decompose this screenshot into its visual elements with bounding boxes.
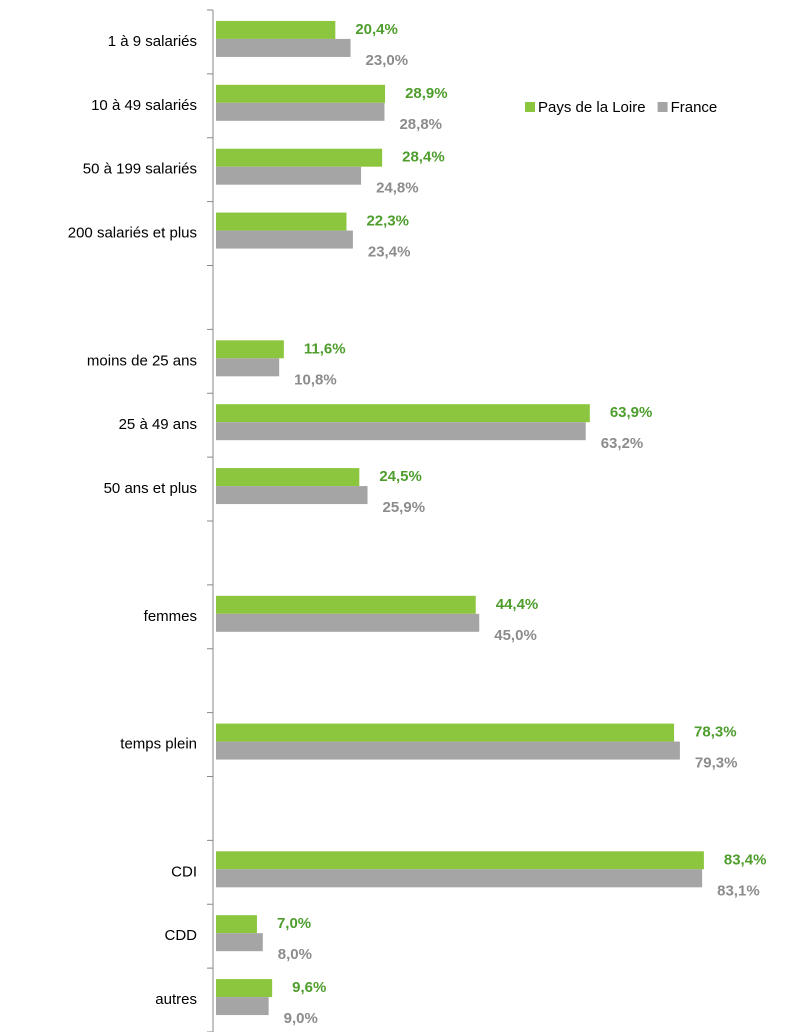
bar [216, 595, 476, 614]
bar [216, 486, 368, 505]
bar [216, 148, 383, 167]
value-label: 9,0% [284, 1010, 318, 1027]
legend-swatch [525, 102, 535, 112]
bar [216, 741, 680, 760]
y-tick-label: moins de 25 ans [87, 352, 197, 369]
value-label: 79,3% [695, 755, 738, 772]
bar [216, 84, 386, 103]
bar [216, 422, 586, 441]
y-tick-label: 200 salariés et plus [68, 225, 197, 242]
bar [216, 997, 269, 1016]
value-label: 25,9% [383, 499, 426, 516]
value-label: 22,3% [366, 213, 409, 230]
value-label: 11,6% [304, 340, 346, 357]
value-label: 28,9% [405, 85, 448, 102]
value-label: 63,2% [601, 435, 644, 452]
y-tick-label: femmes [144, 608, 197, 625]
value-label: 23,0% [366, 52, 409, 69]
bar [216, 340, 284, 359]
value-label: 83,4% [724, 851, 767, 868]
bar [216, 102, 385, 121]
value-label: 45,0% [494, 627, 537, 644]
value-label: 20,4% [355, 21, 398, 38]
bar [216, 20, 336, 39]
y-tick-label: autres [155, 991, 197, 1008]
value-label: 63,9% [610, 404, 653, 421]
bar [216, 613, 480, 632]
bar [216, 358, 280, 377]
y-tick-label: CDD [165, 927, 198, 944]
legend-label: France [671, 99, 718, 116]
value-label: 78,3% [694, 724, 737, 741]
y-tick-label: 1 à 9 salariés [108, 33, 197, 50]
bar [216, 212, 347, 231]
legend-label: Pays de la Loire [538, 99, 646, 116]
y-tick-label: 50 à 199 salariés [83, 161, 197, 178]
value-label: 10,8% [294, 371, 337, 388]
legend-swatch [657, 102, 668, 112]
bar [216, 933, 263, 952]
value-label: 23,4% [368, 244, 411, 261]
value-label: 24,5% [379, 468, 422, 485]
value-label: 44,4% [496, 596, 539, 613]
value-label: 7,0% [277, 915, 311, 932]
value-label: 28,4% [402, 149, 445, 166]
bar [216, 915, 257, 934]
bar [216, 38, 351, 57]
value-label: 8,0% [278, 946, 312, 963]
bar [216, 723, 675, 742]
value-label: 28,8% [399, 116, 442, 133]
bar [216, 230, 353, 249]
bar [216, 166, 362, 185]
bar [216, 851, 704, 870]
value-label: 9,6% [292, 979, 326, 996]
y-tick-label: 10 à 49 salariés [91, 97, 197, 114]
bar [216, 869, 703, 888]
y-tick-label: temps plein [120, 736, 197, 753]
y-tick-label: CDI [171, 863, 197, 880]
y-tick-label: 50 ans et plus [104, 480, 197, 497]
y-tick-label: 25 à 49 ans [119, 416, 197, 433]
bar [216, 468, 360, 487]
bar [216, 404, 590, 423]
bar [216, 979, 273, 998]
value-label: 24,8% [376, 180, 419, 197]
value-label: 83,1% [717, 882, 760, 899]
